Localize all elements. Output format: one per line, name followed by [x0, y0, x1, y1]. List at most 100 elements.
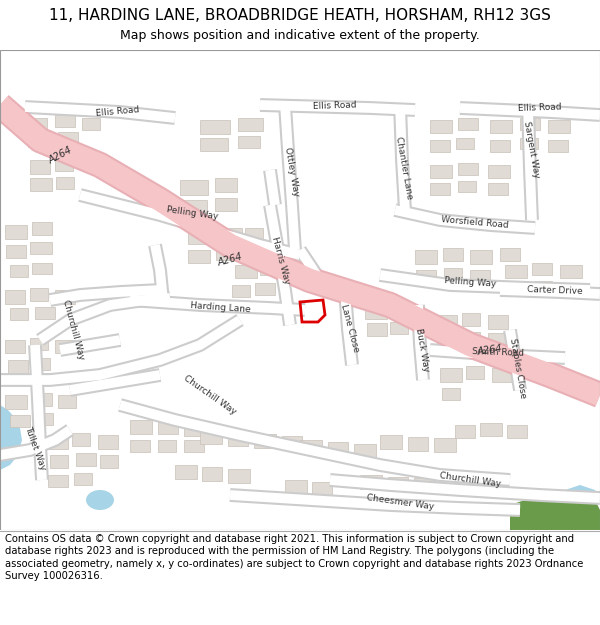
Text: A264: A264 — [217, 252, 244, 268]
Bar — [215, 178, 237, 192]
Bar — [430, 120, 452, 133]
Bar — [98, 435, 118, 449]
Bar — [458, 163, 478, 175]
Bar — [392, 303, 410, 316]
Bar — [458, 118, 478, 130]
Bar — [430, 183, 450, 195]
Bar — [30, 338, 48, 350]
Bar — [58, 395, 76, 408]
Text: Ellis Road: Ellis Road — [96, 106, 140, 118]
Bar — [55, 290, 75, 304]
Bar — [300, 440, 322, 454]
Bar — [48, 475, 68, 487]
Bar — [255, 283, 275, 295]
Bar — [10, 308, 28, 320]
Bar — [30, 160, 50, 174]
Bar — [35, 413, 53, 425]
Bar — [228, 432, 248, 446]
Text: A264: A264 — [46, 144, 74, 166]
Bar — [32, 358, 50, 370]
Bar — [260, 263, 280, 275]
Bar — [76, 453, 96, 466]
Text: Cheesmer Way: Cheesmer Way — [366, 492, 434, 511]
Bar — [50, 455, 68, 468]
Bar — [6, 245, 26, 258]
Bar — [180, 180, 208, 195]
Bar — [285, 480, 307, 494]
Bar — [380, 435, 402, 449]
Bar — [408, 437, 428, 451]
Text: Harris Way: Harris Way — [271, 235, 292, 285]
Bar — [238, 136, 260, 148]
Bar — [58, 132, 78, 143]
Bar — [437, 333, 457, 346]
Text: Lane Close: Lane Close — [339, 303, 361, 353]
Text: Tullet Way: Tullet Way — [23, 425, 47, 471]
Polygon shape — [510, 490, 600, 530]
Text: Ellis Road: Ellis Road — [313, 101, 357, 111]
Bar — [130, 420, 152, 434]
Bar — [254, 434, 276, 448]
Bar — [492, 368, 512, 382]
Bar — [442, 388, 460, 400]
Text: Churchill Way: Churchill Way — [439, 471, 501, 489]
Bar — [202, 467, 222, 481]
Bar — [440, 368, 462, 382]
Text: Ottley Way: Ottley Way — [283, 147, 301, 198]
Bar — [520, 138, 538, 149]
Bar — [175, 465, 197, 479]
Bar — [230, 300, 245, 311]
Bar — [532, 263, 552, 275]
Bar — [488, 315, 508, 329]
Bar — [462, 313, 480, 326]
Bar — [490, 140, 510, 152]
Bar — [415, 250, 437, 264]
Bar — [220, 228, 242, 241]
Bar — [56, 177, 74, 189]
Bar — [55, 115, 75, 127]
Bar — [28, 135, 50, 147]
Bar — [548, 120, 570, 133]
Bar — [354, 444, 376, 458]
Bar — [200, 120, 230, 134]
Bar — [8, 360, 28, 373]
Bar — [232, 285, 250, 297]
Bar — [74, 473, 92, 485]
Bar — [184, 422, 206, 436]
Bar — [455, 425, 475, 438]
Bar — [548, 140, 568, 152]
Bar — [215, 198, 237, 211]
Bar — [182, 200, 207, 214]
Text: Harding Lane: Harding Lane — [190, 301, 250, 314]
Text: Pelling Way: Pelling Way — [444, 276, 496, 288]
Bar — [444, 268, 462, 280]
Text: Staples Close: Staples Close — [508, 337, 528, 399]
Bar — [158, 420, 178, 434]
Bar — [388, 477, 408, 491]
Bar — [55, 340, 75, 353]
Bar — [5, 225, 27, 239]
Bar — [228, 469, 250, 483]
Bar — [360, 475, 382, 489]
Bar — [520, 118, 540, 130]
Bar — [32, 222, 52, 235]
Bar — [5, 340, 25, 353]
Bar — [462, 332, 480, 344]
Bar — [500, 248, 520, 261]
Bar — [434, 438, 456, 452]
Bar — [5, 395, 27, 409]
Bar — [328, 442, 348, 456]
Bar — [10, 265, 28, 277]
Bar — [158, 440, 176, 452]
Text: Sargent Way: Sargent Way — [521, 121, 541, 179]
Bar — [414, 478, 436, 492]
Bar — [490, 120, 512, 133]
Text: Worsfield Road: Worsfield Road — [441, 214, 509, 229]
Bar — [200, 430, 222, 444]
Bar — [100, 455, 118, 468]
Bar — [466, 366, 484, 379]
Bar — [82, 118, 100, 130]
Text: Pelling Way: Pelling Way — [166, 205, 218, 221]
Bar — [188, 230, 213, 244]
Bar — [30, 288, 48, 301]
